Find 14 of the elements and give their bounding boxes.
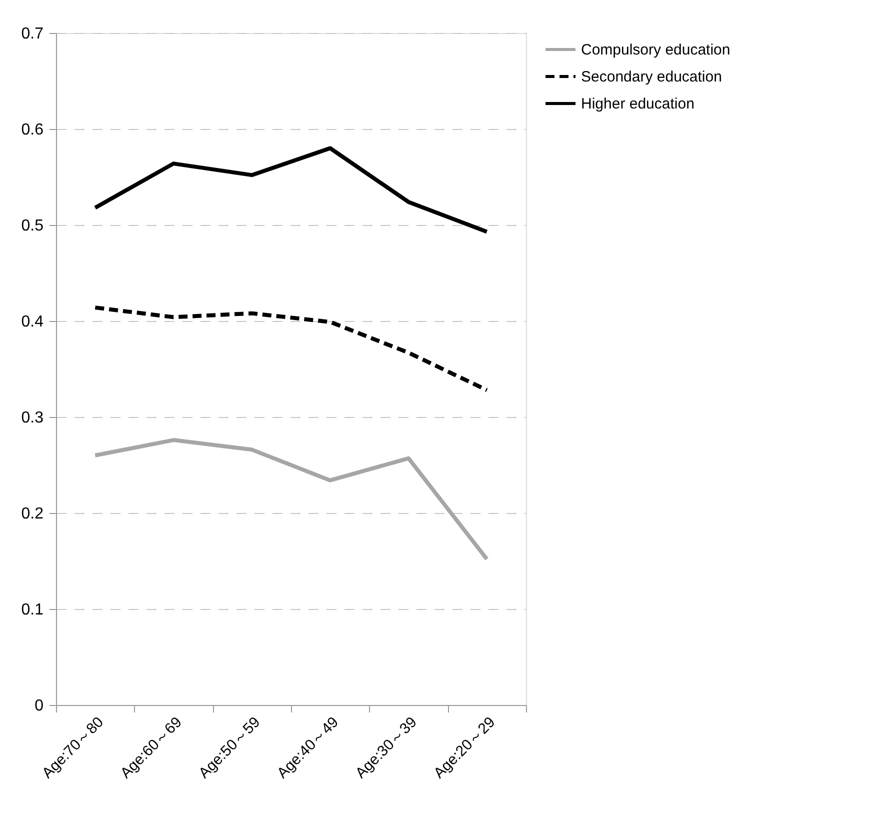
y-tick-label: 0.4: [21, 314, 44, 330]
legend-label: Compulsory education: [581, 42, 730, 58]
y-tick-label: 0: [34, 698, 44, 714]
y-tick-label: 0.1: [21, 602, 44, 618]
y-tick-label: 0.7: [21, 26, 44, 42]
line-series: [93, 306, 489, 392]
y-tick-label: 0.5: [21, 218, 44, 234]
legend-label: Secondary education: [581, 68, 722, 86]
y-tick-label: 0.6: [21, 122, 44, 138]
y-tick-label: 0.3: [21, 410, 44, 426]
y-tick-label: 0.2: [21, 506, 44, 522]
line-series: [93, 146, 489, 234]
legend-label: Higher education: [581, 96, 694, 112]
line-series: [93, 438, 489, 562]
